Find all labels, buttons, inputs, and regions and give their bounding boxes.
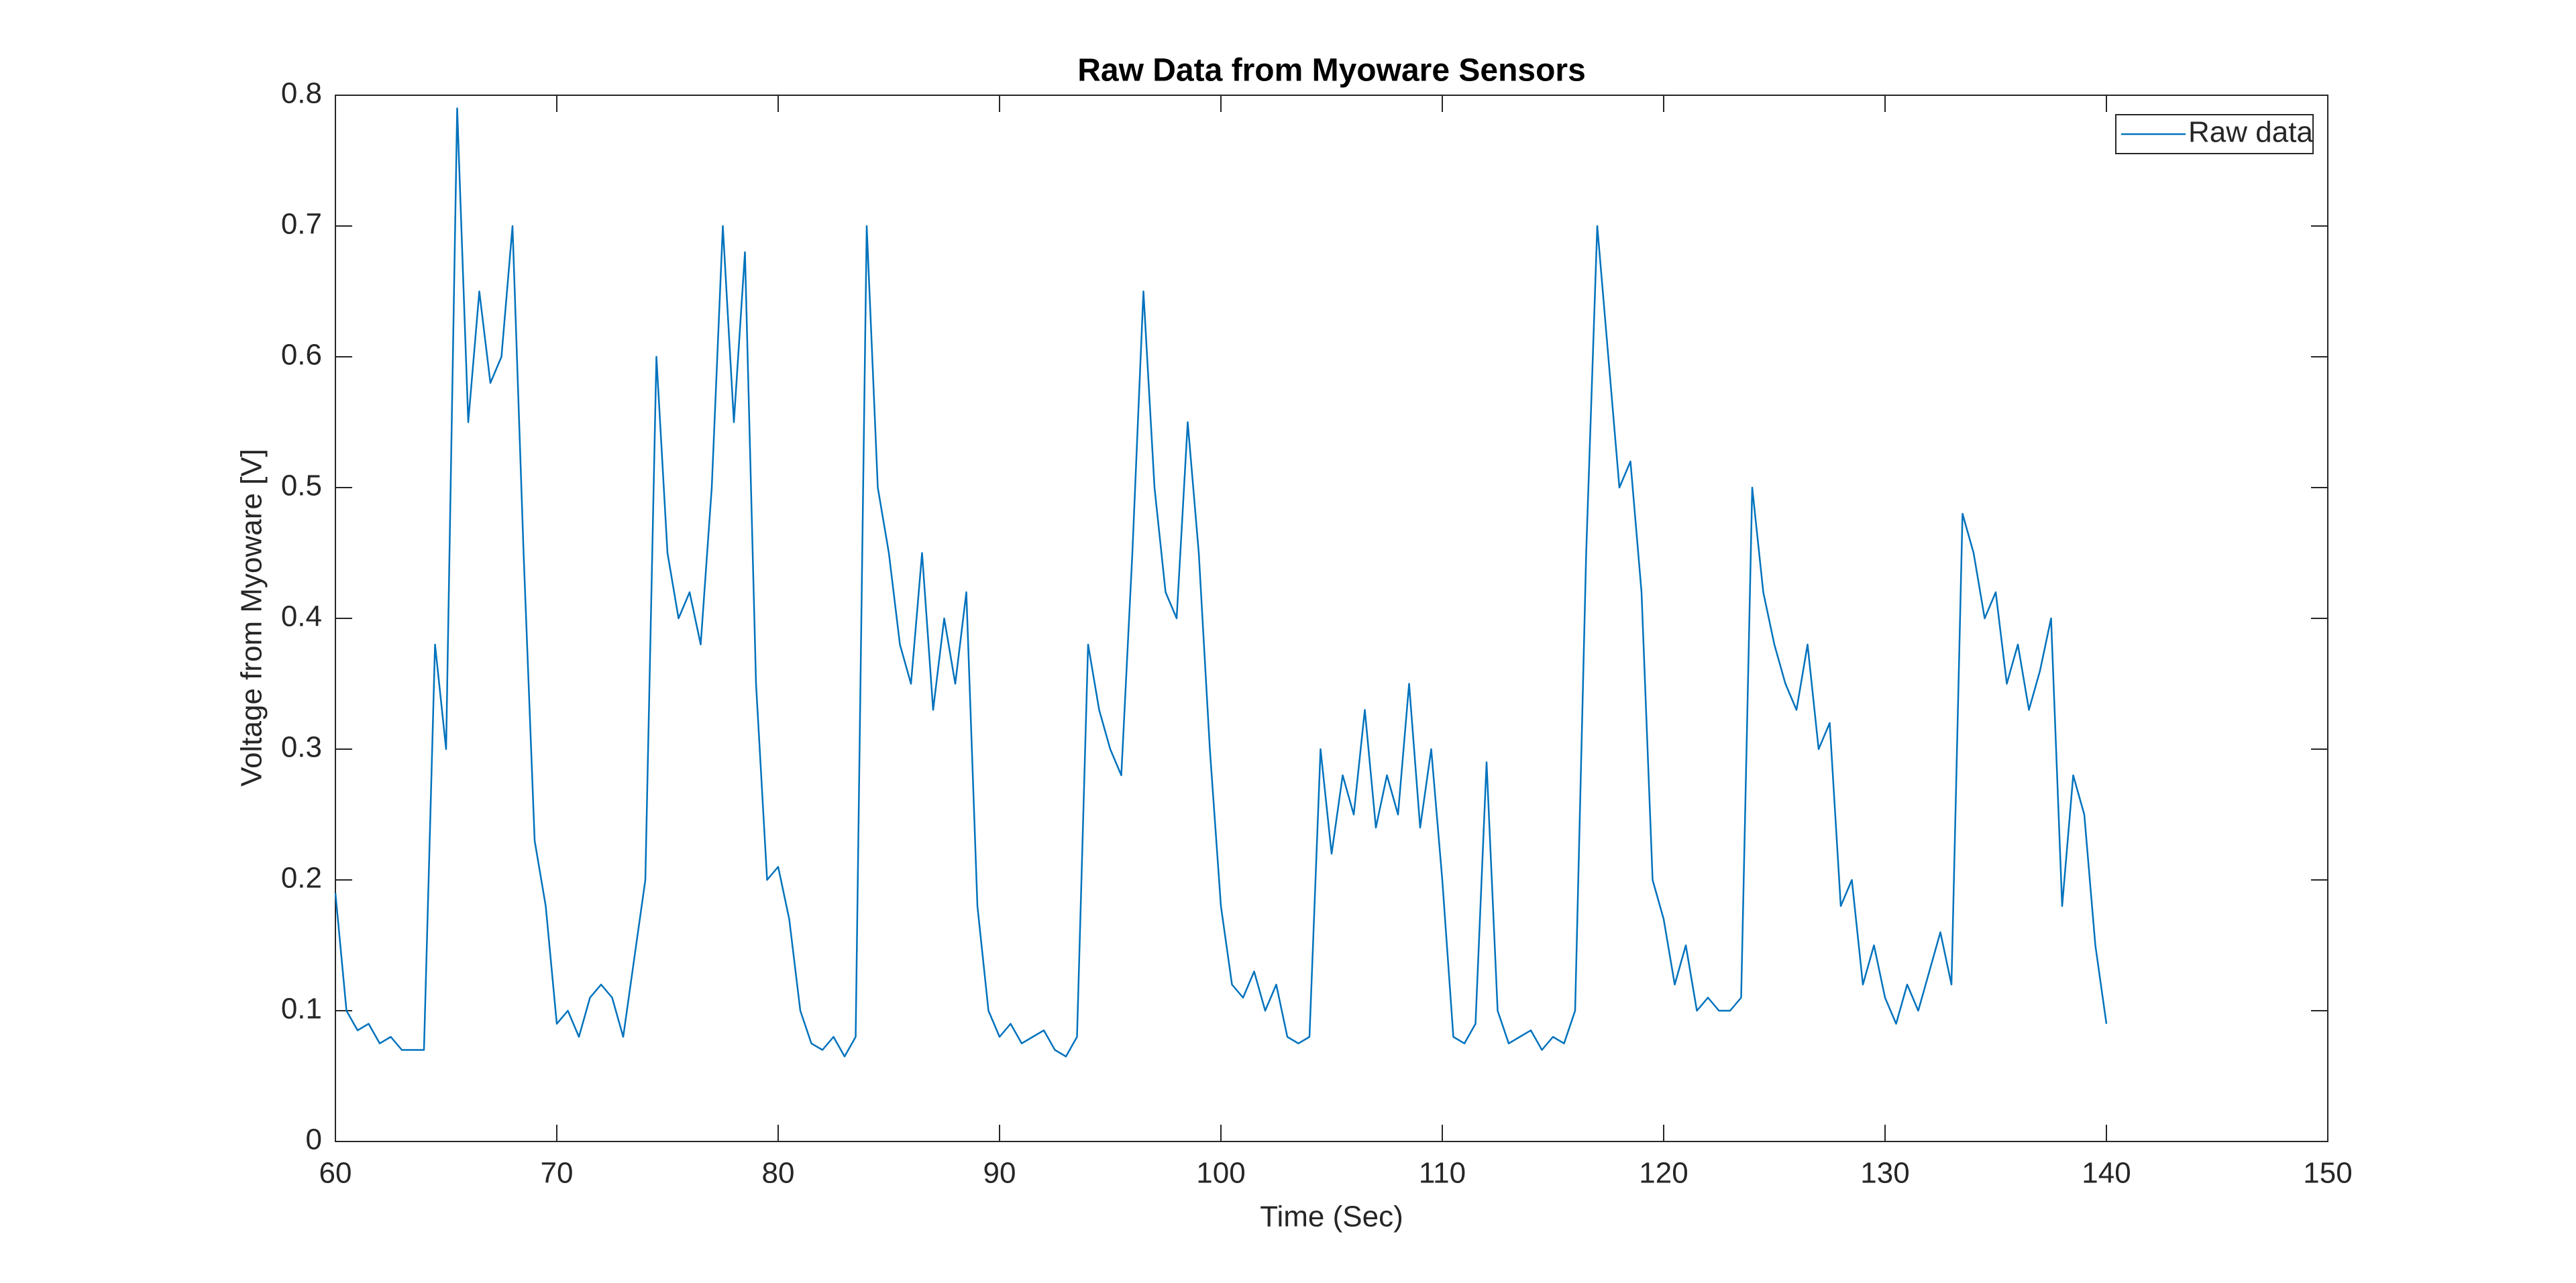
x-tick-label: 80 [762,1157,795,1190]
x-tick-label: 140 [2082,1157,2131,1190]
x-tick-label: 70 [541,1157,574,1190]
chart-title: Raw Data from Myoware Sensors [1077,53,1586,89]
x-axis-label: Time (Sec) [1260,1201,1403,1233]
y-tick-label: 0.1 [281,993,322,1025]
y-tick-label: 0.6 [281,339,322,372]
data-line [334,107,2108,1058]
x-tick-label: 90 [983,1157,1016,1190]
x-tick-label: 110 [1419,1157,1466,1190]
y-tick-label: 0 [306,1123,322,1156]
y-tick-label: 0.5 [281,469,322,502]
x-tick-label: 130 [1860,1157,1909,1190]
y-tick-label: 0.8 [281,77,322,110]
y-tick-label: 0.4 [281,600,322,633]
legend-box [2115,114,2314,154]
x-tick-label: 60 [319,1157,352,1190]
legend-label: Raw data [2188,116,2313,149]
x-tick-label: 100 [1196,1157,1245,1190]
y-axis-label: Voltage from Myoware [V] [235,449,268,787]
y-tick-label: 0.7 [281,208,322,241]
x-tick-label: 150 [2303,1157,2352,1190]
x-tick-label: 120 [1639,1157,1688,1190]
y-tick-label: 0.3 [281,731,322,764]
y-tick-label: 0.2 [281,862,322,895]
plot-area [335,95,2328,1142]
